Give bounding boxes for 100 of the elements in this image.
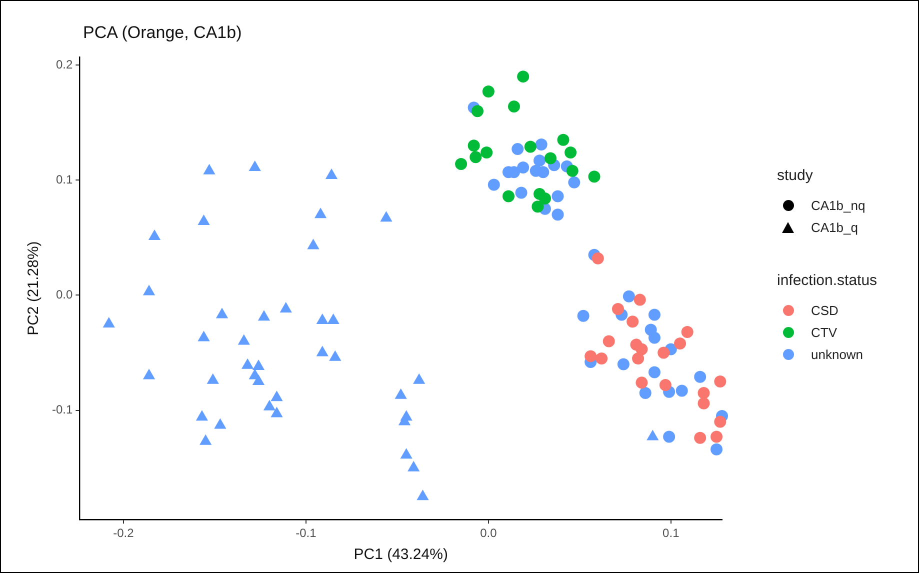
y-tick-label: 0.0: [56, 288, 73, 302]
point: [636, 376, 648, 389]
point: [198, 330, 210, 342]
point: [515, 186, 528, 199]
legend-label: CTV: [811, 324, 837, 340]
point: [632, 352, 644, 364]
point: [552, 190, 564, 202]
point: [694, 370, 706, 383]
point: [592, 252, 604, 264]
point: [471, 105, 484, 118]
point: [327, 314, 340, 324]
point: [694, 432, 706, 444]
y-axis-title: PC2 (21.28%): [25, 241, 42, 336]
point: [482, 86, 494, 98]
point: [658, 346, 670, 359]
chart-title: PCA (Orange, CA1b): [83, 23, 242, 43]
point: [307, 238, 320, 250]
point: [622, 290, 635, 302]
point: [214, 418, 226, 429]
point: [270, 390, 283, 402]
legend-label: unknown: [811, 346, 864, 362]
point: [648, 308, 660, 321]
point: [416, 490, 429, 500]
y-tick-label: 0.1: [56, 172, 73, 186]
x-tick-label: -0.1: [296, 526, 317, 540]
point: [646, 430, 659, 440]
point: [577, 310, 590, 322]
point: [517, 161, 530, 174]
point: [674, 338, 686, 350]
point: [564, 146, 577, 159]
y-tick-label: 0.2: [56, 57, 73, 72]
point: [455, 158, 468, 170]
point: [698, 387, 710, 400]
point: [538, 192, 551, 205]
text: CA1b_q: [811, 220, 858, 234]
point: [248, 368, 261, 380]
point: [206, 373, 219, 384]
point: [681, 326, 694, 338]
point: [252, 360, 265, 370]
point: [258, 310, 270, 321]
point: [535, 138, 548, 150]
point: [588, 170, 600, 183]
point: [512, 143, 524, 156]
point: [394, 388, 407, 399]
point: [270, 406, 283, 418]
point: [659, 378, 672, 391]
point: [552, 208, 564, 221]
point: [524, 140, 536, 153]
point: [470, 151, 482, 164]
point: [626, 316, 639, 328]
point: [148, 230, 161, 240]
point: [216, 308, 228, 318]
point: [329, 350, 342, 361]
point: [663, 430, 676, 443]
legend-title: infection.status: [777, 272, 878, 289]
point: [714, 376, 726, 388]
point: [400, 410, 412, 421]
point: [480, 146, 493, 159]
point: [102, 316, 115, 328]
point: [602, 335, 615, 348]
point: [280, 302, 292, 313]
point: [408, 460, 420, 472]
point: [316, 314, 328, 324]
text: study: [777, 167, 814, 184]
point: [537, 166, 550, 178]
point: [517, 70, 530, 83]
legend-label: CSD: [811, 302, 838, 318]
point: [612, 303, 624, 316]
point: [263, 400, 276, 410]
point: [617, 358, 630, 370]
point: [200, 434, 212, 445]
point: [710, 443, 723, 456]
y-tick-label: -0.1: [52, 402, 73, 417]
point: [584, 350, 597, 362]
point: [488, 178, 500, 191]
point: [566, 164, 578, 177]
point: [316, 346, 328, 356]
point: [400, 448, 412, 459]
point: [468, 140, 480, 152]
point: [238, 334, 250, 345]
point: [196, 410, 208, 421]
point: [142, 368, 156, 380]
point: [198, 214, 210, 226]
point: [380, 211, 392, 222]
point: [502, 190, 514, 202]
x-tick-label: 0.0: [480, 526, 498, 540]
point: [648, 332, 660, 344]
x-axis-title: PC1 (43.24%): [354, 546, 448, 564]
point: [241, 358, 254, 369]
point: [314, 208, 327, 218]
point: [568, 176, 580, 188]
text: CA1b_nq: [811, 198, 866, 212]
point: [544, 152, 556, 164]
point: [698, 397, 710, 410]
x-tick-label: -0.2: [113, 526, 134, 540]
point: [648, 366, 660, 378]
point: [639, 387, 652, 400]
point: [142, 284, 156, 296]
x-tick-label: 0.1: [662, 526, 680, 540]
point: [710, 430, 723, 443]
